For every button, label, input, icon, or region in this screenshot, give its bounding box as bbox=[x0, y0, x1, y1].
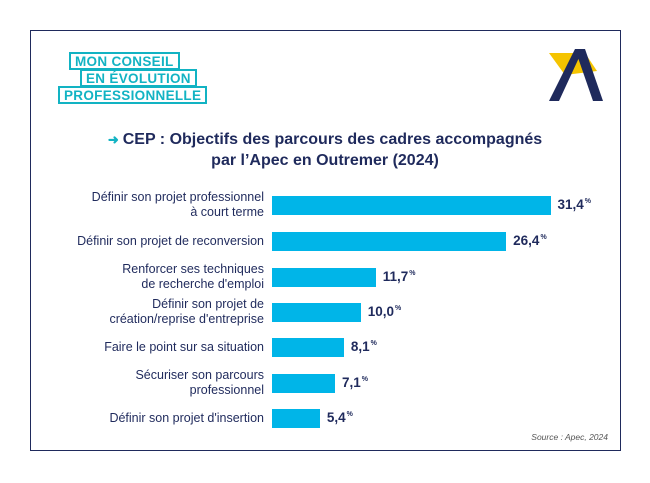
bar bbox=[272, 267, 376, 287]
category-label: Définir son projet d'insertion bbox=[109, 410, 264, 425]
category-label: Définir son projet de création/reprise d'… bbox=[109, 297, 264, 326]
category-label: Renforcer ses techniques de recherche d'e… bbox=[122, 262, 264, 291]
bar bbox=[272, 408, 320, 428]
bar bbox=[272, 195, 551, 215]
bar bbox=[272, 337, 344, 357]
category-label: Définir son projet professionnel à court … bbox=[91, 190, 264, 219]
bar bbox=[272, 231, 507, 251]
logo-line-1: MON CONSEIL bbox=[69, 52, 180, 70]
bar bbox=[272, 302, 361, 322]
chart-title-line-1: CEP : Objectifs des parcours des cadres … bbox=[122, 131, 543, 148]
data-label: 31,4% bbox=[557, 197, 592, 212]
data-label: 10,0% bbox=[367, 304, 402, 319]
chart-title-line-2: par l’Apec en Outremer (2024) bbox=[211, 152, 439, 169]
title-arrow-icon: ➜ bbox=[107, 132, 119, 147]
source-note: Source : Apec, 2024 bbox=[531, 432, 608, 442]
data-label: 7,1% bbox=[341, 375, 368, 390]
logo-line-2: EN ÉVOLUTION bbox=[80, 69, 197, 87]
category-label: Faire le point sur sa situation bbox=[104, 339, 264, 354]
data-label: 5,4% bbox=[326, 410, 353, 425]
apec-a-logo-icon bbox=[549, 49, 603, 101]
chart-title: ➜ CEP : Objectifs des parcours des cadres… bbox=[70, 130, 580, 150]
category-label: Définir son projet de reconversion bbox=[77, 233, 264, 248]
data-label: 26,4% bbox=[513, 233, 547, 248]
chart-subtitle: par l’Apec en Outremer (2024) bbox=[70, 151, 580, 171]
bar bbox=[272, 373, 335, 393]
data-label: 11,7% bbox=[382, 269, 416, 284]
category-label: Sécuriser son parcours professionnel bbox=[135, 368, 264, 397]
data-label: 8,1% bbox=[350, 339, 377, 354]
logo-line-3: PROFESSIONNELLE bbox=[58, 86, 208, 104]
